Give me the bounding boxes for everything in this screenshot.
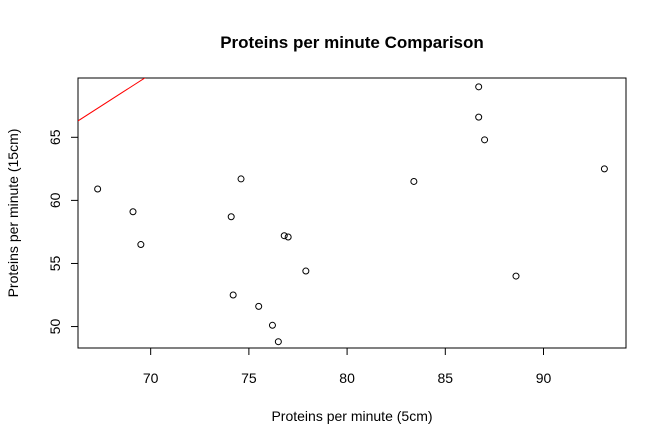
data-point: [237, 175, 245, 183]
data-point: [94, 185, 102, 193]
data-point: [475, 113, 483, 121]
data-point: [274, 338, 282, 346]
data-point: [284, 233, 292, 241]
y-tick-label: 50: [47, 319, 63, 335]
data-point: [229, 291, 237, 299]
data-point: [280, 232, 288, 240]
data-point: [481, 136, 489, 144]
x-tick-label: 90: [536, 370, 552, 386]
y-tick-label: 55: [47, 255, 63, 271]
x-tick-label: 85: [438, 370, 454, 386]
data-points: [94, 83, 608, 346]
data-point: [302, 267, 310, 275]
chart-title: Proteins per minute Comparison: [220, 33, 484, 52]
y-tick-label: 60: [47, 192, 63, 208]
data-point: [600, 165, 608, 173]
x-axis: 70 75 80 85 90: [143, 347, 552, 386]
x-tick-label: 70: [143, 370, 159, 386]
x-axis-title: Proteins per minute (5cm): [271, 408, 432, 424]
reference-line: [78, 78, 146, 122]
data-point: [129, 208, 137, 216]
plot-area-frame: [77, 77, 627, 349]
y-axis-title: Proteins per minute (15cm): [5, 129, 21, 298]
data-point: [137, 241, 145, 249]
data-point: [227, 213, 235, 221]
y-axis: 50 55 60 65: [47, 129, 79, 335]
x-tick-label: 80: [339, 370, 355, 386]
data-point: [410, 177, 418, 185]
data-point: [512, 272, 520, 280]
x-tick-label: 75: [241, 370, 257, 386]
data-point: [475, 83, 483, 91]
data-point: [255, 302, 263, 310]
y-tick-label: 65: [47, 129, 63, 145]
data-point: [268, 321, 276, 329]
